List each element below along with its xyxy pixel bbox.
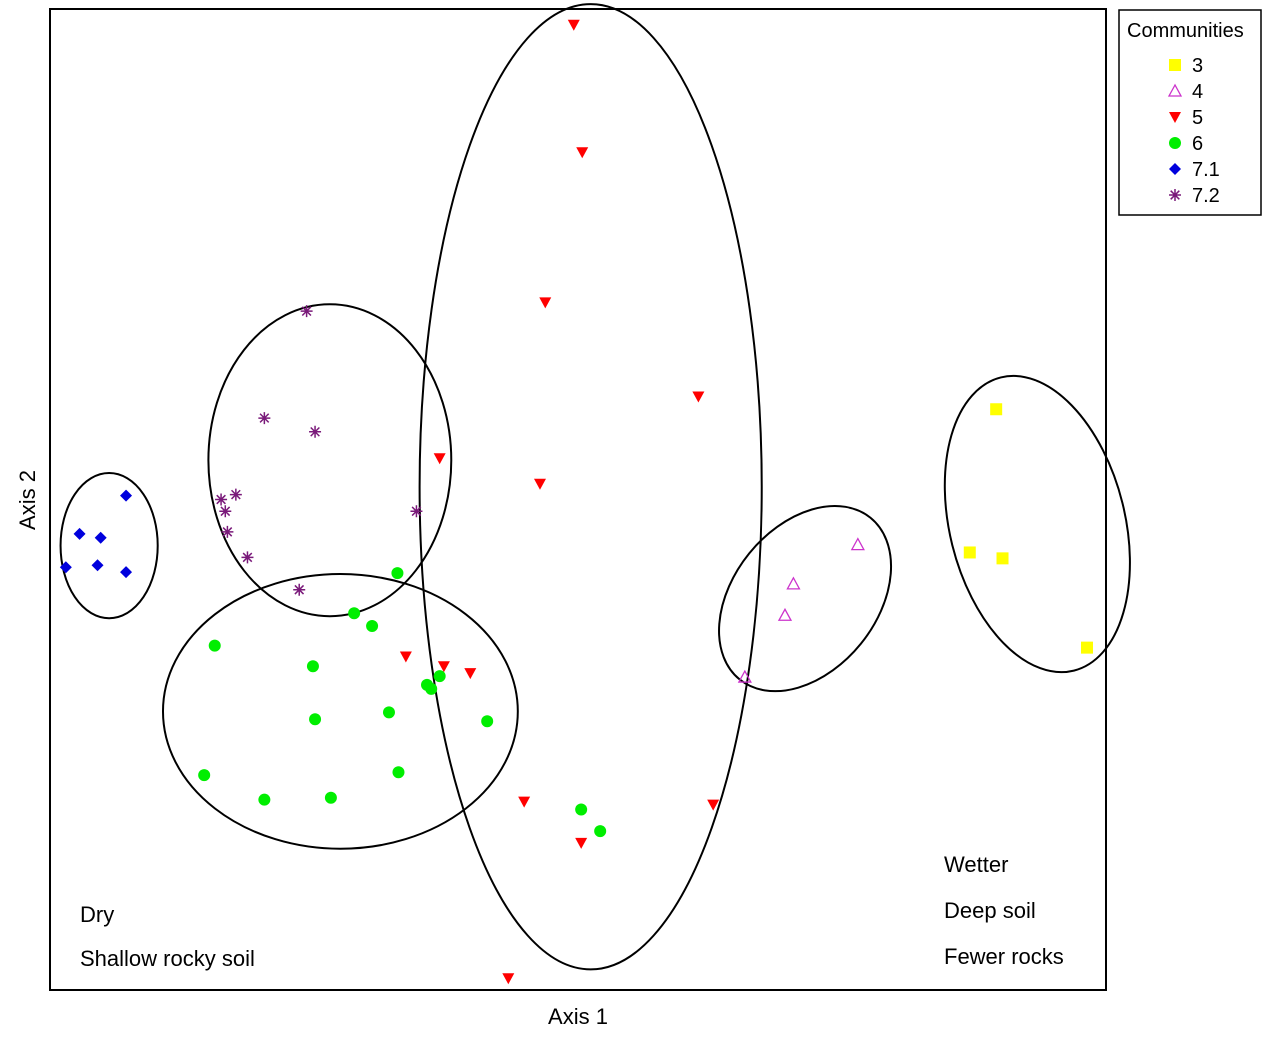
data-point: [324, 791, 337, 804]
legend-marker: [1169, 59, 1181, 71]
legend-label: 7.1: [1192, 159, 1220, 181]
data-point: [777, 607, 793, 621]
legend-item-7-1: 7.1: [1169, 159, 1220, 181]
series-4: [737, 537, 865, 683]
legend-box: [1118, 9, 1262, 216]
legend-label: 4: [1192, 81, 1203, 103]
data-point: [215, 493, 228, 506]
legend-marker: [1169, 112, 1181, 123]
data-point: [241, 551, 254, 564]
data-point: [198, 769, 211, 782]
data-point: [533, 478, 546, 490]
annotation-shallow-rocky-soil: Shallow rocky soil: [80, 946, 255, 971]
legend-label: 3: [1192, 55, 1203, 77]
data-point: [518, 796, 531, 808]
data-point: [464, 668, 477, 680]
series-7-1: [59, 489, 133, 579]
data-point: [73, 527, 86, 540]
legend-marker: [1169, 163, 1181, 175]
ellipse-group-5: [418, 3, 763, 971]
annotation-fewer-rocks: Fewer rocks: [944, 944, 1064, 969]
data-point: [399, 651, 412, 663]
y-axis-label: Axis 2: [15, 470, 40, 530]
data-point: [391, 567, 404, 580]
data-point: [300, 305, 313, 318]
data-point: [382, 706, 395, 719]
data-point: [963, 546, 976, 559]
data-point: [229, 488, 242, 501]
data-point: [293, 583, 306, 596]
ellipse-group-7-2: [207, 303, 453, 618]
data-point: [306, 660, 319, 673]
data-point: [692, 391, 705, 403]
legend-item-4: 4: [1167, 81, 1203, 103]
data-point: [309, 425, 322, 438]
ellipse-layer: [59, 3, 1131, 971]
data-point: [576, 147, 589, 159]
legend-item-6: 6: [1169, 133, 1203, 155]
data-point: [410, 505, 423, 518]
annotation-deep-soil: Deep soil: [944, 898, 1036, 923]
ellipse-group-3: [943, 374, 1131, 674]
legend: Communities 3 4 5 6 7.1 7.2: [1118, 9, 1262, 216]
data-point: [433, 453, 446, 465]
data-point: [392, 766, 405, 779]
data-point: [208, 639, 221, 652]
legend-item-7-2: 7.2: [1169, 185, 1220, 207]
data-point: [91, 559, 104, 572]
legend-title: Communities: [1127, 20, 1244, 42]
legend-items: 3 4 5 6 7.1 7.2: [1167, 55, 1220, 207]
series-3: [963, 403, 1093, 654]
data-point: [59, 561, 72, 574]
data-point: [309, 713, 322, 726]
legend-label: 7.2: [1192, 185, 1220, 207]
data-point: [996, 552, 1009, 565]
legend-item-3: 3: [1169, 55, 1203, 77]
data-point: [120, 566, 133, 579]
legend-label: 6: [1192, 133, 1203, 155]
annotation-wetter: Wetter: [944, 852, 1008, 877]
data-point: [258, 793, 271, 806]
series-7-2: [215, 305, 423, 596]
ellipse-group-7-1: [59, 472, 159, 620]
data-point: [539, 297, 552, 309]
data-point: [786, 576, 801, 590]
point-layer: [59, 19, 1093, 985]
data-point: [737, 669, 752, 683]
x-axis-label: Axis 1: [548, 1004, 608, 1029]
data-point: [850, 537, 865, 551]
legend-marker: [1169, 137, 1181, 149]
legend-marker: [1167, 83, 1183, 97]
ellipse-group-6: [161, 573, 519, 850]
data-point: [707, 799, 720, 811]
annotation-dry: Dry: [80, 902, 114, 927]
legend-label: 5: [1192, 107, 1203, 129]
series-5: [399, 19, 720, 985]
data-point: [120, 489, 133, 502]
data-point: [258, 412, 271, 425]
ellipse-group-4: [718, 504, 893, 693]
data-point: [221, 525, 234, 538]
data-point: [567, 19, 580, 31]
data-point: [990, 403, 1003, 416]
data-point: [433, 670, 446, 683]
plot-frame: [49, 8, 1107, 991]
series-6: [198, 567, 607, 838]
data-point: [575, 803, 588, 816]
data-point: [481, 715, 494, 728]
data-point: [575, 837, 588, 849]
data-point: [425, 682, 438, 695]
legend-item-5: 5: [1169, 107, 1203, 129]
data-point: [594, 825, 607, 838]
legend-marker: [1169, 189, 1181, 201]
data-point: [502, 973, 515, 985]
data-point: [94, 531, 107, 544]
data-point: [348, 607, 361, 620]
data-point: [219, 505, 232, 518]
data-point: [1080, 641, 1093, 654]
data-point: [437, 661, 450, 673]
data-point: [366, 620, 379, 633]
